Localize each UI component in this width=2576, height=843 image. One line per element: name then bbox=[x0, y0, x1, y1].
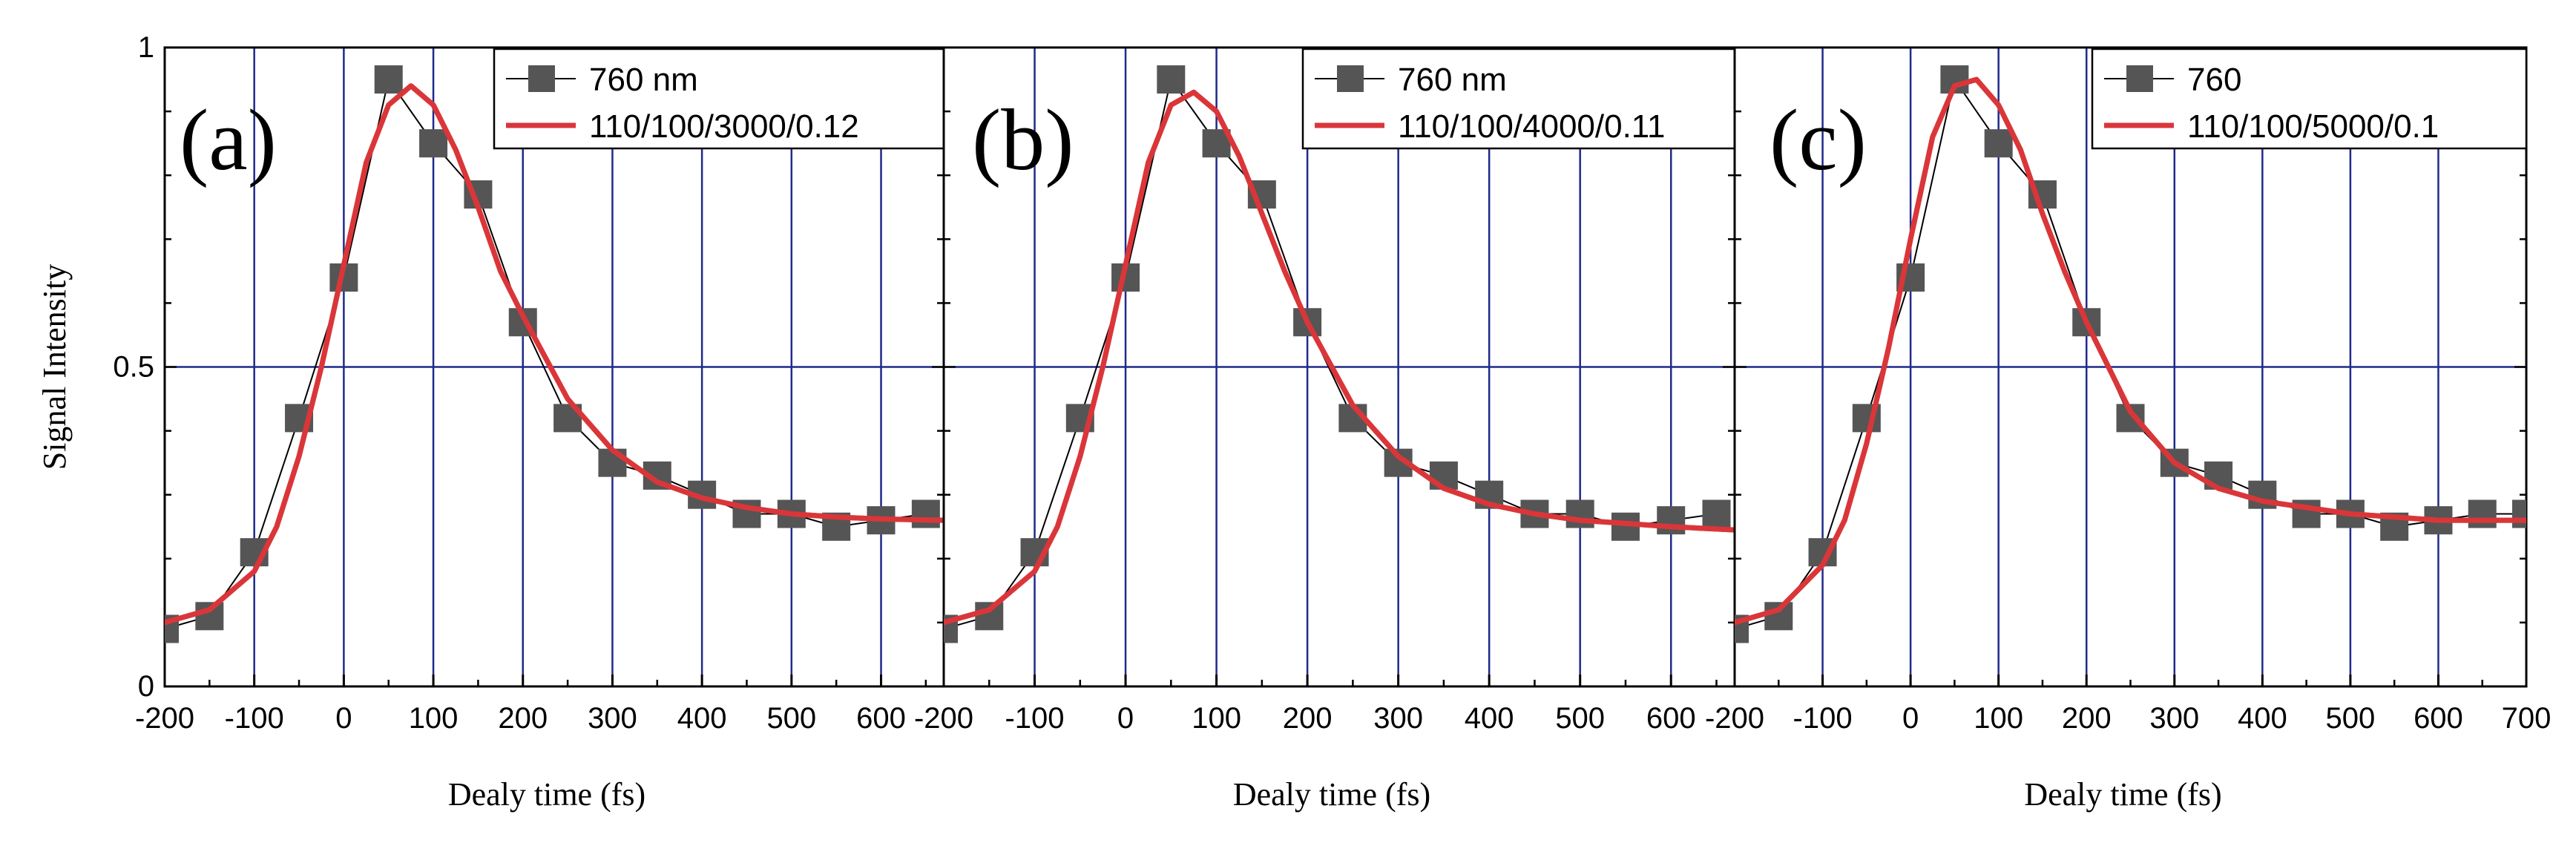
data-point-marker bbox=[1702, 499, 1731, 528]
legend-marker-data bbox=[528, 65, 555, 92]
legend: 760 nm bbox=[506, 62, 698, 128]
data-point-marker bbox=[975, 602, 1004, 631]
x-tick-label: 0 bbox=[335, 702, 352, 735]
x-tick-label: 200 bbox=[1283, 702, 1333, 735]
data-point-marker bbox=[1157, 65, 1186, 94]
legend-box bbox=[2091, 47, 2528, 150]
legend-box bbox=[1301, 47, 1736, 150]
y-tick-label: 0.5 bbox=[113, 351, 154, 384]
x-tick-label: -200 bbox=[1705, 702, 1764, 735]
x-tick-label: -200 bbox=[914, 702, 973, 735]
data-point-marker bbox=[1429, 461, 1458, 490]
plot-area bbox=[165, 65, 944, 643]
legend-label-data: 760 nm bbox=[589, 62, 698, 98]
x-tick-label: 0 bbox=[1902, 702, 1919, 735]
legend-marker-data bbox=[1337, 65, 1364, 92]
data-point-marker bbox=[419, 129, 448, 158]
fit-curve-overlay bbox=[1735, 76, 2526, 626]
legend-label-fit: 110/100/3000/0.12 bbox=[589, 108, 859, 145]
x-tick-label: 100 bbox=[409, 702, 459, 735]
x-tick-label: -100 bbox=[1793, 702, 1853, 735]
legend-label-fit: 110/100/5000/0.1 bbox=[2187, 108, 2439, 145]
data-point-marker bbox=[195, 602, 224, 631]
x-tick-label: 500 bbox=[2326, 702, 2376, 735]
x-tick-label: -200 bbox=[135, 702, 194, 735]
panel-a: -200 -100 0 100 200 300 400 500 600 0 0.5 1 Dealy ti… bbox=[36, 31, 945, 813]
x-tick-label: 400 bbox=[677, 702, 727, 735]
panel-letter: (b) bbox=[972, 91, 1074, 188]
data-point-marker bbox=[1984, 129, 2013, 158]
x-tick-label: 400 bbox=[2238, 702, 2287, 735]
fit-curve-overlay bbox=[165, 83, 944, 626]
x-tick-label: 700 bbox=[2502, 702, 2552, 735]
x-tick-label: 500 bbox=[766, 702, 816, 735]
x-tick-label: 0 bbox=[1117, 702, 1134, 735]
y-axis-title: Signal Intensity bbox=[36, 264, 73, 470]
legend-label-data: 760 bbox=[2187, 62, 2241, 98]
legend-marker-data bbox=[2126, 65, 2153, 92]
x-tick-label: 300 bbox=[588, 702, 637, 735]
x-axis-title: Dealy time (fs) bbox=[448, 776, 645, 813]
panel-c: -200 -100 0 100 200 300 400 500 600 700 Dealy time… bbox=[1705, 46, 2552, 813]
legend-label-data: 760 nm bbox=[1398, 62, 1507, 98]
fit-curve-overlay bbox=[944, 89, 1735, 626]
x-tick-label: 100 bbox=[1192, 702, 1241, 735]
plot-area bbox=[944, 65, 1735, 643]
x-tick-label: -100 bbox=[225, 702, 284, 735]
x-tick-label: 600 bbox=[2414, 702, 2463, 735]
data-point-marker bbox=[2468, 499, 2497, 528]
legend: 760 bbox=[2104, 62, 2241, 128]
plot-area bbox=[1735, 65, 2526, 643]
x-tick-label: -100 bbox=[1005, 702, 1064, 735]
fit-curve bbox=[165, 83, 944, 626]
x-tick-label: 600 bbox=[1646, 702, 1696, 735]
panel-b: -200 -100 0 100 200 300 400 500 600 Dealy time (f… bbox=[914, 46, 1736, 813]
x-tick-label: 600 bbox=[856, 702, 906, 735]
x-tick-label: 100 bbox=[1974, 702, 2023, 735]
data-point-marker bbox=[374, 65, 403, 94]
x-tick-label: 300 bbox=[1373, 702, 1423, 735]
data-point-marker bbox=[2512, 499, 2526, 528]
data-point-marker bbox=[598, 448, 627, 477]
x-tick-label: 300 bbox=[2149, 702, 2199, 735]
data-point-marker bbox=[1657, 506, 1686, 535]
panel-letter: (c) bbox=[1770, 91, 1867, 188]
x-tick-label: 200 bbox=[2062, 702, 2112, 735]
legend: 760 nm bbox=[1315, 62, 1507, 128]
panel-letter: (a) bbox=[180, 91, 277, 188]
y-tick-label: 1 bbox=[138, 31, 154, 64]
data-point-marker bbox=[911, 499, 940, 528]
x-axis-title: Dealy time (fs) bbox=[1233, 776, 1430, 813]
y-tick-label: 0 bbox=[138, 670, 154, 703]
x-tick-label: 500 bbox=[1555, 702, 1605, 735]
data-point-marker bbox=[1565, 499, 1594, 528]
legend-label-fit: 110/100/4000/0.11 bbox=[1398, 108, 1666, 145]
x-axis-title: Dealy time (fs) bbox=[2024, 776, 2221, 813]
x-tick-label: 400 bbox=[1465, 702, 1514, 735]
x-tick-label: 200 bbox=[498, 702, 548, 735]
